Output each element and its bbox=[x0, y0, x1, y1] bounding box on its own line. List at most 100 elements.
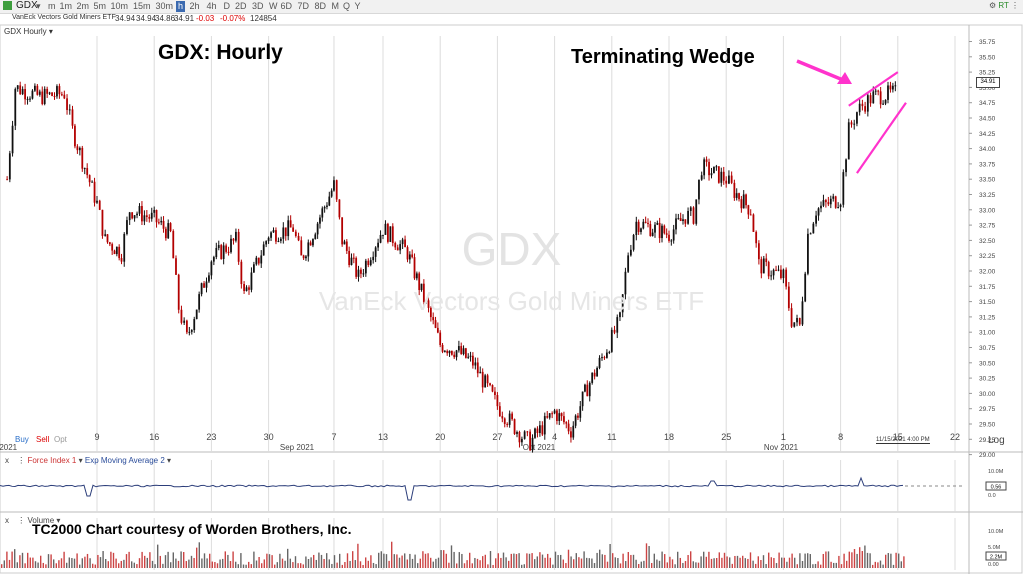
volume-bar bbox=[690, 551, 692, 568]
symbol-input[interactable]: GDX bbox=[16, 0, 38, 11]
candle-body bbox=[498, 406, 501, 417]
volume-bar bbox=[274, 564, 276, 568]
candle-body bbox=[858, 103, 861, 113]
volume-bar bbox=[653, 553, 655, 568]
candle-body bbox=[284, 227, 287, 237]
ema-label[interactable]: Exp Moving Average 2 bbox=[84, 456, 165, 465]
dropdown-icon[interactable]: ▾ bbox=[167, 456, 172, 465]
force-index-header: x ⋮ Force Index 1 ▾ Exp Moving Average 2… bbox=[5, 456, 171, 465]
interval-D[interactable]: D bbox=[223, 1, 231, 11]
volume-bar bbox=[411, 558, 414, 568]
interval-Y[interactable]: Y bbox=[354, 1, 361, 11]
y-tick-label: 34.75 bbox=[979, 100, 996, 107]
force-index-label[interactable]: Force Index 1 bbox=[27, 456, 77, 465]
interval-2h[interactable]: 2h bbox=[189, 1, 200, 11]
dropdown-icon[interactable]: ▾ bbox=[56, 516, 61, 525]
candle-body bbox=[649, 224, 652, 236]
settings-icon[interactable]: ⋮ bbox=[17, 456, 26, 465]
interval-8D[interactable]: 8D bbox=[314, 1, 327, 11]
volume-bar bbox=[209, 553, 211, 568]
interval-15m[interactable]: 15m bbox=[133, 1, 151, 11]
interval-h[interactable]: h bbox=[176, 1, 186, 12]
volume-bar bbox=[40, 555, 42, 568]
close-icon[interactable]: x bbox=[5, 456, 9, 465]
candle-body bbox=[208, 275, 210, 282]
candle-body bbox=[879, 91, 882, 105]
chart-label-text: GDX Hourly bbox=[4, 27, 47, 36]
candle-body bbox=[687, 210, 689, 224]
candle-body bbox=[96, 200, 98, 203]
volume-bar bbox=[482, 556, 484, 568]
volume-bar bbox=[344, 561, 346, 568]
candle-body bbox=[203, 283, 205, 288]
candle-body bbox=[629, 249, 632, 256]
x-tick-label: 30 bbox=[264, 432, 274, 442]
candle-body bbox=[341, 217, 344, 245]
volume-bar bbox=[354, 560, 356, 568]
volume-bar bbox=[94, 564, 96, 568]
dropdown-icon[interactable]: ▾ bbox=[36, 1, 41, 11]
buy-button[interactable]: Buy bbox=[15, 435, 29, 444]
candle-body bbox=[267, 237, 270, 242]
candle-body bbox=[220, 245, 223, 260]
candle-body bbox=[782, 269, 785, 279]
candle-body bbox=[252, 264, 255, 273]
candle-body bbox=[775, 269, 777, 271]
more-icon[interactable]: ⋮ bbox=[1011, 1, 1019, 10]
candle-body bbox=[705, 159, 708, 162]
volume-label[interactable]: Volume bbox=[27, 516, 55, 525]
interval-5m[interactable]: 5m bbox=[93, 1, 107, 11]
volume-bar bbox=[773, 557, 775, 568]
volume-bar bbox=[515, 554, 518, 568]
settings-icon[interactable]: ⚙ bbox=[988, 1, 997, 10]
candle-body bbox=[33, 85, 36, 91]
interval-Q[interactable]: Q bbox=[343, 1, 351, 11]
interval-7D[interactable]: 7D bbox=[297, 1, 310, 11]
volume-bar bbox=[814, 563, 817, 568]
candle-body bbox=[91, 181, 93, 183]
candle-body bbox=[627, 255, 630, 272]
volume-bar bbox=[588, 558, 590, 568]
candle-body bbox=[175, 258, 177, 275]
volume-value: 2.2M bbox=[990, 555, 1003, 561]
interval-6D[interactable]: 6D bbox=[280, 1, 293, 11]
volume-header: x ⋮ Volume ▾ bbox=[5, 516, 60, 525]
window-icons[interactable]: ⚙ RT ⋮ bbox=[989, 1, 1019, 10]
settings-icon[interactable]: ⋮ bbox=[17, 516, 26, 525]
volume-bar bbox=[752, 560, 754, 568]
candle-body bbox=[801, 301, 804, 325]
interval-m[interactable]: m bbox=[48, 1, 56, 11]
sell-button[interactable]: Sell bbox=[36, 435, 50, 444]
dropdown-icon[interactable]: ▾ bbox=[78, 456, 83, 465]
volume-bar bbox=[149, 552, 151, 568]
candle-body bbox=[738, 193, 740, 200]
interval-2D[interactable]: 2D bbox=[235, 1, 247, 11]
candle-body bbox=[436, 327, 439, 333]
candle-body bbox=[593, 372, 596, 377]
options-button[interactable]: Opt bbox=[54, 435, 67, 444]
interval-M[interactable]: M bbox=[331, 1, 340, 11]
log-scale-toggle[interactable]: Log bbox=[988, 435, 1005, 446]
candle-body bbox=[425, 300, 428, 302]
candle-body bbox=[675, 218, 677, 230]
interval-2m[interactable]: 2m bbox=[76, 1, 90, 11]
interval-3D[interactable]: 3D bbox=[252, 1, 264, 11]
dropdown-icon[interactable]: ▾ bbox=[48, 27, 53, 36]
chart-label[interactable]: GDX Hourly ▾ bbox=[4, 27, 53, 36]
volume-bar bbox=[804, 553, 806, 568]
volume-bar bbox=[742, 555, 744, 568]
volume-bar bbox=[586, 557, 588, 568]
close-icon[interactable]: x bbox=[5, 516, 9, 525]
interval-4h[interactable]: 4h bbox=[206, 1, 217, 11]
volume-bar bbox=[175, 558, 177, 568]
candle-body bbox=[101, 209, 104, 236]
candle-body bbox=[864, 106, 867, 112]
volume-bar bbox=[198, 542, 200, 568]
interval-W[interactable]: W bbox=[269, 1, 278, 11]
volume-bar bbox=[820, 564, 822, 568]
interval-10m[interactable]: 10m bbox=[110, 1, 129, 11]
candle-body bbox=[586, 384, 589, 397]
interval-1m[interactable]: 1m bbox=[59, 1, 73, 11]
interval-30m[interactable]: 30m bbox=[155, 1, 174, 11]
grid-icon[interactable] bbox=[3, 1, 12, 10]
